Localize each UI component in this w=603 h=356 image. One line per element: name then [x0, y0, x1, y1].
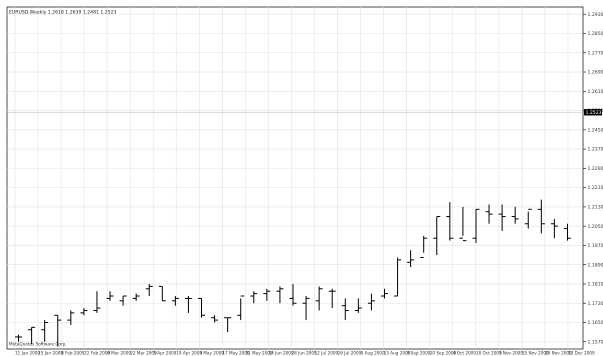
x-tick-label: 28 Jun 2009 [291, 351, 317, 356]
y-tick-label: 1.2610 [588, 89, 603, 95]
x-tick-label: 8 Mar 2009 [107, 351, 131, 356]
ohlc-bar [93, 291, 101, 313]
ohlc-bar [302, 296, 310, 321]
x-tick-label: 18 Oct 2009 [476, 351, 502, 356]
ohlc-bars [15, 199, 571, 347]
ohlc-bar [250, 291, 258, 304]
ohlc-bar [407, 250, 415, 268]
ohlc-bar [198, 297, 206, 318]
ohlc-bar [211, 315, 219, 323]
y-tick-label: 1.2690 [588, 70, 603, 76]
y-tick-label: 1.2930 [588, 12, 603, 18]
y-tick-label: 1.2130 [588, 205, 603, 211]
ohlc-bar [315, 286, 323, 311]
ohlc-bar [341, 298, 349, 321]
x-tick-label: 22 Mar 2009 [130, 351, 157, 356]
y-tick-label: 1.1730 [588, 301, 603, 307]
ohlc-bar [237, 295, 245, 321]
y-tick-label: 1.2770 [588, 50, 603, 56]
ohlc-bar [158, 285, 166, 302]
x-tick-label: 13 Dec 2009 [568, 351, 595, 356]
x-tick-label: 17 May 2009 [222, 351, 250, 356]
ohlc-bar [67, 310, 75, 325]
x-tick-label: 19 Apr 2009 [176, 351, 202, 356]
x-tick-label: 3 May 2009 [199, 351, 224, 356]
x-tick-label: 9 Aug 2009 [361, 351, 385, 356]
ohlc-bar [80, 308, 88, 316]
price-axis: 1.29301.28501.27701.26901.26101.25301.24… [583, 12, 603, 345]
x-tick-label: 6 Sep 2009 [407, 351, 431, 356]
ohlc-bar [54, 314, 62, 347]
x-tick-label: 14 Jun 2009 [268, 351, 294, 356]
ohlc-bar [106, 291, 114, 301]
x-tick-label: 11 Jan 2009 [15, 351, 40, 356]
ohlc-bar [224, 317, 232, 333]
y-tick-label: 1.1570 [588, 339, 603, 345]
y-tick-label: 1.1810 [588, 282, 603, 288]
plot-frame [6, 6, 584, 350]
ohlc-bar [394, 257, 402, 297]
current-price-marker: 1.2523 [7, 109, 602, 116]
ohlc-bar [328, 288, 336, 309]
ohlc-bar [380, 288, 388, 299]
ohlc-bar [485, 204, 493, 224]
current-price-box [584, 109, 602, 116]
x-tick-label: 20 Sep 2009 [430, 351, 457, 356]
ohlc-bar [420, 235, 428, 258]
ohlc-bar [524, 208, 532, 229]
x-tick-label: 23 Aug 2009 [384, 351, 411, 356]
grid [7, 7, 583, 349]
ohlc-bar [119, 295, 127, 306]
x-tick-label: 25 Jan 2009 [38, 351, 63, 356]
ohlc-bar [433, 216, 441, 256]
ohlc-bar [537, 199, 545, 234]
ohlc-bar [550, 218, 558, 239]
y-tick-label: 1.2850 [588, 31, 603, 37]
ohlc-bar [289, 283, 297, 306]
ohlc-bar [145, 283, 153, 297]
x-tick-label: 1 Nov 2009 [499, 351, 523, 356]
y-tick-label: 1.2050 [588, 224, 603, 230]
ohlc-bar [15, 334, 23, 342]
ohlc-bar [171, 296, 179, 306]
ohlc-bar [367, 293, 375, 311]
ohlc-bar [132, 293, 140, 301]
x-tick-label: 29 Nov 2009 [545, 351, 572, 356]
y-tick-label: 1.2210 [588, 185, 603, 191]
x-tick-label: 5 Apr 2009 [153, 351, 177, 356]
ohlc-bar [563, 223, 571, 241]
y-tick-label: 1.2290 [588, 166, 603, 172]
y-tick-label: 1.2370 [588, 147, 603, 153]
y-tick-label: 1.2450 [588, 127, 603, 133]
ohlc-bar [184, 296, 192, 313]
current-price-label: 1.2523 [586, 110, 602, 116]
ohlc-bar [41, 320, 49, 342]
y-tick-label: 1.1890 [588, 262, 603, 268]
ohlc-bar [263, 288, 271, 301]
ohlc-bar [276, 286, 284, 304]
x-tick-label: 26 Jul 2009 [338, 351, 362, 356]
ohlc-bar [459, 206, 467, 242]
x-tick-label: 15 Nov 2009 [522, 351, 549, 356]
y-tick-label: 1.1970 [588, 243, 603, 249]
copyright-text: MetaQuotes Software Corp. [9, 342, 67, 347]
chart-header: EURUSD,Weekly 1.2618 1.2639 1.2481 1.252… [9, 10, 117, 16]
x-tick-label: 22 Feb 2009 [84, 351, 110, 356]
x-tick-label: 12 Jul 2009 [315, 351, 339, 356]
ohlc-bar [28, 326, 36, 345]
ohlc-bar [511, 206, 519, 224]
ohlc-bar [446, 202, 454, 241]
y-tick-label: 1.1650 [588, 320, 603, 326]
ohlc-bar [354, 298, 362, 313]
x-tick-label: 8 Feb 2009 [61, 351, 85, 356]
ohlc-bar [498, 204, 506, 231]
x-tick-label: 4 Oct 2009 [453, 351, 477, 356]
x-tick-label: 31 May 2009 [245, 351, 273, 356]
ohlc-bar [472, 208, 480, 244]
